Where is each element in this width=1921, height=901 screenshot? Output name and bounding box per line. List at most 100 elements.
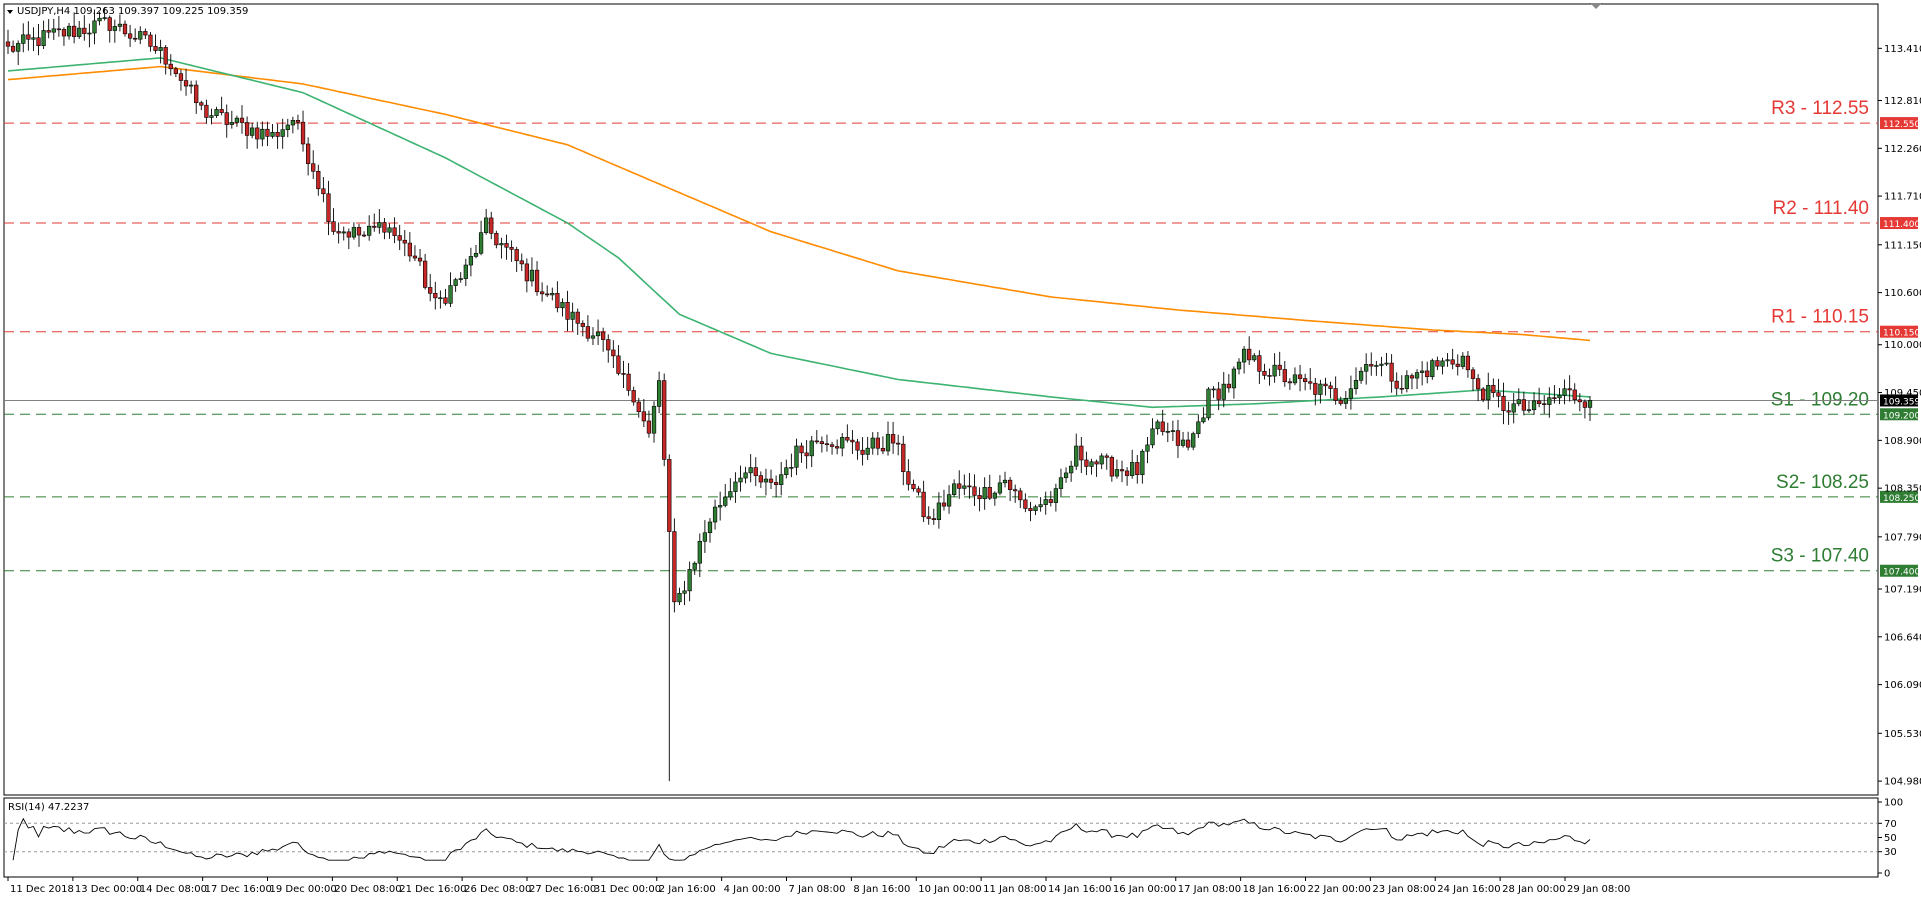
candle-52 [270, 124, 275, 139]
candle-body-27 [143, 31, 148, 36]
candle-243 [1241, 346, 1247, 374]
candle-282 [1440, 357, 1445, 375]
candle-body-115 [590, 335, 596, 339]
price-tick-label-5: 107.790 [1884, 532, 1921, 543]
candle-224 [1145, 436, 1150, 464]
candle-207 [1058, 468, 1064, 497]
candle-body-162 [829, 444, 835, 447]
candle-25 [133, 28, 138, 42]
candle-body-230 [1175, 430, 1181, 446]
candle-98 [504, 234, 509, 260]
candle-body-159 [814, 440, 819, 443]
candle-75 [387, 223, 392, 239]
candle-183 [936, 492, 942, 529]
candle-204 [1043, 491, 1048, 515]
candle-body-191 [977, 495, 982, 500]
candle-body-222 [1135, 462, 1140, 476]
candle-body-240 [1226, 383, 1231, 389]
time-tick-label-15: 11 Jan 08:00 [983, 884, 1046, 895]
candles [5, 7, 1593, 782]
current-price-tag: 109.359 [1883, 397, 1920, 407]
candle-body-199 [1018, 490, 1023, 501]
candle-193 [987, 474, 992, 501]
candle-58 [300, 110, 306, 152]
candle-body-221 [1130, 462, 1135, 476]
candle-body-150 [768, 478, 774, 483]
candle-body-246 [1257, 355, 1262, 372]
level-tag-bg-2 [1880, 325, 1918, 338]
candle-71 [367, 215, 372, 241]
candle-body-208 [1063, 472, 1069, 479]
candle-26 [138, 26, 143, 45]
candle-198 [1013, 484, 1018, 503]
candle-170 [870, 432, 875, 455]
candle-134 [687, 561, 692, 602]
candle-body-4 [26, 34, 31, 40]
candle-303 [1547, 387, 1552, 418]
candle-255 [1303, 373, 1308, 391]
level-label-4: S2- 108.25 [1776, 472, 1869, 493]
candle-223 [1140, 449, 1145, 484]
candle-241 [1231, 366, 1237, 399]
candle-305 [1557, 388, 1562, 405]
candle-285 [1455, 354, 1460, 376]
candle-76 [392, 217, 397, 244]
candle-37 [194, 80, 199, 114]
candle-body-276 [1409, 375, 1415, 379]
candle-167 [855, 438, 860, 460]
candle-200 [1023, 493, 1028, 513]
candle-body-171 [875, 437, 880, 449]
candle-body-145 [743, 472, 748, 479]
candle-body-8 [46, 30, 51, 33]
candle-128 [656, 371, 662, 414]
candle-body-209 [1069, 465, 1074, 474]
candle-186 [952, 479, 957, 497]
candle-body-32 [168, 63, 173, 70]
candle-188 [962, 474, 967, 496]
candle-300 [1531, 392, 1537, 415]
candle-308 [1572, 383, 1577, 404]
candle-70 [361, 231, 367, 238]
candle-120 [616, 345, 621, 376]
candle-93 [478, 220, 484, 256]
candle-176 [901, 435, 906, 486]
level-label-2: R1 - 110.15 [1771, 307, 1869, 328]
chart-shift-marker[interactable] [1590, 3, 1602, 9]
candle-body-78 [402, 239, 407, 244]
candle-body-151 [773, 482, 779, 485]
candle-206 [1053, 483, 1059, 512]
candle-body-82 [422, 260, 428, 288]
menu-triangle-icon[interactable] [7, 10, 13, 14]
candle-234 [1196, 414, 1201, 438]
candle-body-286 [1460, 355, 1465, 367]
candle-80 [412, 245, 418, 261]
candle-body-300 [1531, 400, 1537, 411]
candle-body-281 [1435, 360, 1440, 367]
candle-body-128 [656, 380, 662, 407]
candle-body-245 [1252, 355, 1257, 361]
candle-79 [407, 232, 412, 262]
candle-85 [438, 290, 443, 309]
candle-body-44 [229, 122, 234, 125]
candle-72 [372, 213, 377, 232]
candle-192 [982, 477, 987, 510]
price-tick-label-2: 106.090 [1884, 680, 1921, 691]
candle-body-84 [433, 293, 438, 299]
candle-105 [539, 282, 545, 302]
candle-251 [1282, 361, 1287, 387]
candle-body-46 [239, 117, 245, 123]
candle-body-136 [697, 540, 702, 564]
candle-body-130 [667, 459, 672, 532]
candle-278 [1420, 361, 1425, 386]
rsi-tick-label-3: 70 [1884, 819, 1897, 830]
candle-body-125 [641, 411, 646, 422]
candle-63 [326, 180, 331, 236]
candle-55 [285, 118, 290, 138]
candle-body-74 [382, 222, 387, 233]
candle-266 [1358, 367, 1364, 384]
candle-body-33 [173, 68, 178, 74]
candle-254 [1297, 364, 1303, 392]
candle-body-96 [494, 233, 499, 246]
candle-body-87 [448, 285, 453, 304]
